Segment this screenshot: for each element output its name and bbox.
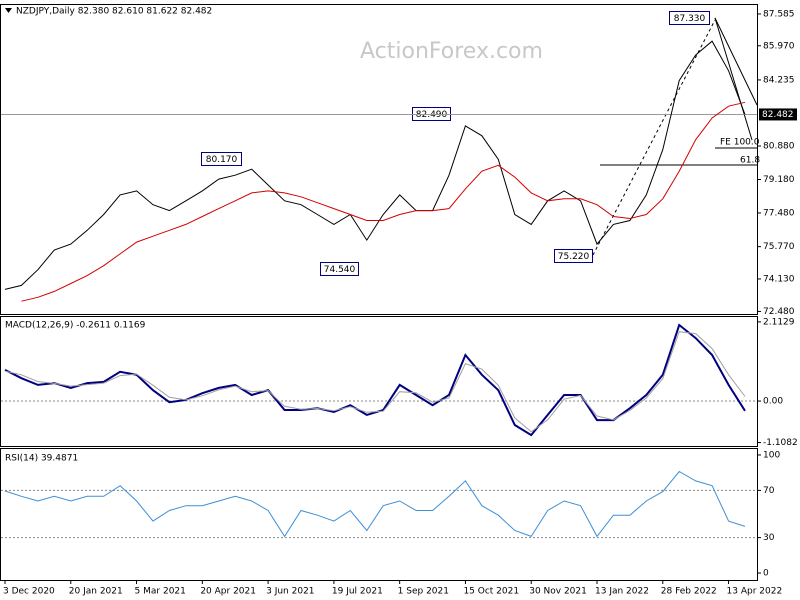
y-tick-label: 0	[763, 569, 769, 579]
x-tick-label: 5 Mar 2021	[135, 587, 186, 597]
series-line	[4, 331, 746, 433]
x-tick-label: 30 Nov 2021	[529, 587, 587, 597]
y-tick-label: 80.880	[763, 142, 795, 152]
trend-line	[592, 19, 716, 256]
y-tick-label: 70	[763, 486, 775, 496]
macd-panel	[0, 316, 758, 447]
annotation-label: 82.490	[416, 110, 448, 120]
y-tick-label: 72.480	[763, 307, 795, 317]
watermark: ActionForex.com	[360, 39, 543, 64]
rsi-title: RSI(14) 39.4871	[5, 454, 78, 464]
chart-title: NZDJPY,Daily 82.380 82.610 81.622 82.482	[16, 7, 212, 17]
series-line	[4, 470, 746, 538]
annotation: 87.330	[669, 11, 710, 25]
annotation-label: 87.330	[674, 14, 706, 24]
x-tick-label: 3 Jun 2021	[266, 587, 314, 597]
fibo-label: 61.8	[740, 156, 760, 166]
x-tick-label: 13 Apr 2022	[727, 587, 783, 597]
y-tick-label: 79.180	[763, 175, 795, 185]
y-tick-label: 30	[763, 533, 775, 543]
annotation: 75.220	[554, 249, 593, 263]
y-tick-label: 77.480	[763, 208, 795, 218]
y-tick-label: 100	[763, 450, 780, 460]
rsi-panel	[0, 448, 758, 581]
menu-arrow	[5, 8, 12, 13]
x-tick-label: 3 Dec 2020	[3, 587, 55, 597]
x-tick-label: 1 Sep 2021	[398, 587, 449, 597]
y-tick-label: -1.1082	[763, 438, 798, 448]
y-tick-label: 74.130	[763, 274, 795, 284]
y-tick-label: 75.770	[763, 242, 795, 252]
macd-title: MACD(12,26,9) -0.2611 0.1169	[5, 321, 146, 331]
x-tick-label: 13 Jan 2022	[595, 587, 649, 597]
x-tick-label: 20 Jan 2021	[69, 587, 123, 597]
y-tick-label: 84.235	[763, 75, 795, 85]
annotation: 80.170	[201, 152, 242, 166]
y-tick-label: 0.00	[763, 397, 783, 407]
series-line	[21, 101, 746, 302]
annotation: 74.540	[320, 262, 359, 276]
x-tick-label: 19 Jul 2021	[332, 587, 383, 597]
series-line	[4, 40, 746, 290]
last-price-box	[759, 108, 797, 121]
x-tick-label: 28 Feb 2022	[661, 587, 717, 597]
annotation-label: 74.540	[324, 265, 356, 275]
trend-line	[714, 17, 753, 141]
trend-line	[714, 17, 758, 106]
x-tick-label: 15 Oct 2021	[463, 587, 519, 597]
series-line	[4, 323, 746, 437]
y-tick-label: 87.585	[763, 9, 795, 19]
y-tick-label: 85.970	[763, 41, 795, 51]
annotation-label: 80.170	[206, 155, 238, 165]
x-tick-label: 20 Apr 2021	[200, 587, 256, 597]
annotation-label: 75.220	[558, 252, 590, 262]
fibo-label: FE 100.0	[720, 138, 760, 148]
last-price-label: 82.482	[762, 110, 794, 120]
price-panel	[0, 4, 758, 315]
y-tick-label: 2.1129	[763, 317, 795, 327]
